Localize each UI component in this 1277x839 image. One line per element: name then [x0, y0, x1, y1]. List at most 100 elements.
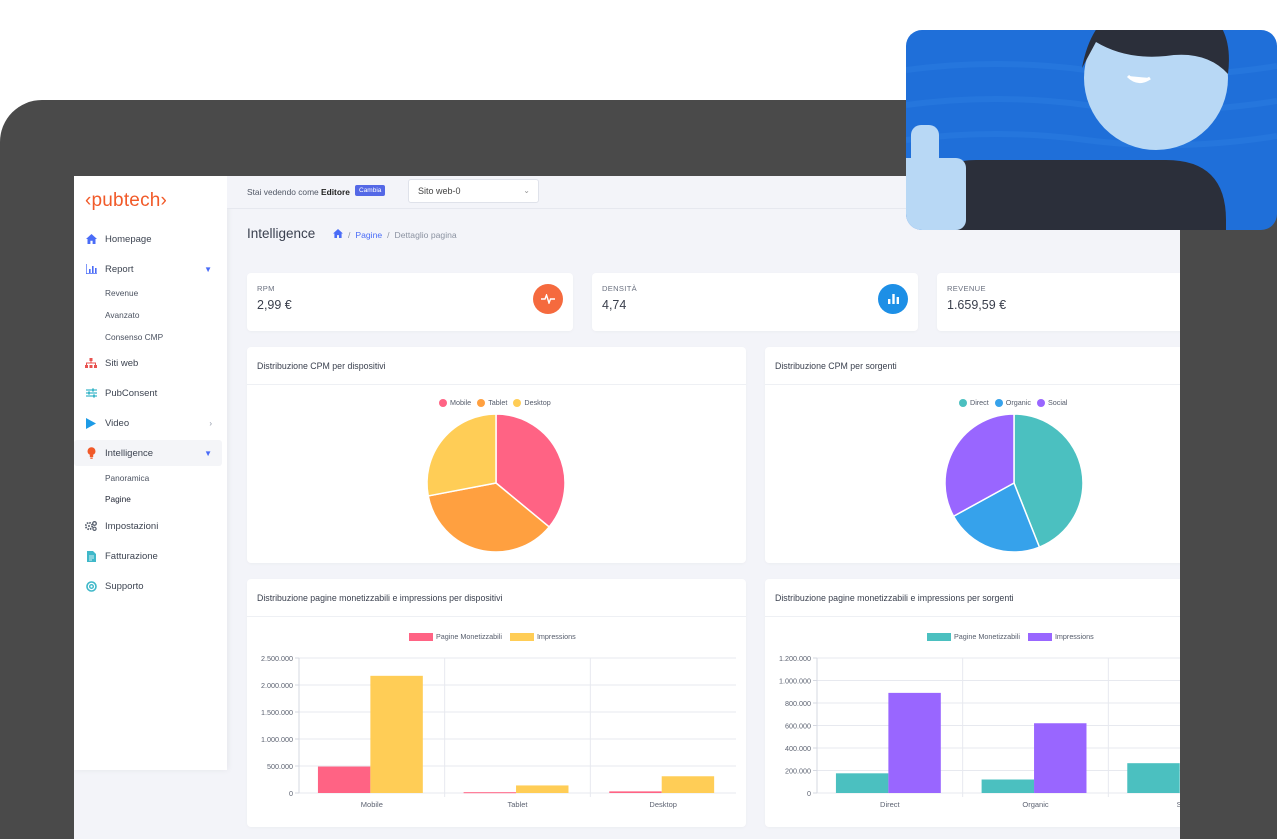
pubtech-logo[interactable]: ‹pubtech› [85, 190, 168, 211]
breadcrumb: / Pagine / Dettaglio pagina [333, 229, 457, 240]
pie-slice-direct [1013, 413, 1084, 549]
sidebar-item-homepage[interactable]: Homepage [74, 226, 222, 252]
home-icon[interactable] [333, 229, 343, 240]
pie-slice-desktop [426, 413, 497, 497]
card-divider [765, 384, 1180, 385]
breadcrumb-current: Dettaglio pagina [394, 229, 457, 240]
support-icon [84, 579, 98, 593]
viewing-as-text: Stai vedendo come Editore [247, 187, 350, 197]
bar-mobile-1 [370, 675, 423, 793]
y-tick-label: 1.200.000 [779, 654, 811, 663]
sidebar: ‹pubtech› Homepage Report ▼ Revenue Avan… [74, 176, 227, 770]
x-tick-label: Mobile [361, 800, 383, 809]
y-tick-label: 400.000 [785, 744, 811, 753]
chart-title: Distribuzione pagine monetizzabili e imp… [775, 593, 1014, 603]
legend-item[interactable]: Pagine Monetizzabili [409, 632, 502, 641]
stat-value: 4,74 [602, 298, 627, 312]
y-tick-label: 600.000 [785, 722, 811, 731]
x-tick-label: Organic [1022, 800, 1049, 809]
sidebar-subitem-revenue[interactable]: Revenue [105, 288, 139, 298]
legend-swatch [409, 632, 433, 641]
y-tick-label: 2.500.000 [261, 654, 293, 663]
legend-item[interactable]: Tablet [477, 398, 507, 407]
sidebar-item-pubconsent[interactable]: PubConsent [74, 380, 222, 406]
x-tick-label: Direct [880, 800, 901, 809]
lightbulb-icon [84, 446, 98, 460]
avatar-illustration [906, 30, 1277, 230]
bar-chart-sorgenti: 1.200.000 1.000.000 800.000 600.000 400.000 2… [779, 654, 1180, 809]
chevron-right-icon: › [209, 418, 212, 428]
bar-desktop-1 [661, 776, 715, 793]
sidebar-item-label: Report [105, 263, 134, 275]
sidebar-item-label: Homepage [105, 233, 152, 245]
pulse-icon [533, 284, 563, 314]
stat-label: DENSITÀ [602, 284, 638, 293]
pie-slice-social [944, 413, 1015, 518]
y-tick-label: 800.000 [785, 699, 811, 708]
bar-mobile-0 [317, 766, 371, 793]
change-role-button[interactable]: Cambia [355, 185, 386, 196]
home-icon [84, 232, 98, 246]
stat-value: 1.659,59 € [947, 298, 1007, 312]
chart-title: Distribuzione pagine monetizzabili e imp… [257, 593, 503, 603]
sidebar-item-fatturazione[interactable]: Fatturazione [74, 543, 222, 569]
sitemap-icon [84, 356, 98, 370]
legend-swatch [477, 398, 486, 407]
stat-label: RPM [257, 284, 275, 293]
sidebar-item-label: Video [105, 417, 130, 429]
legend-swatch [959, 398, 967, 407]
chevron-down-icon: ▼ [204, 264, 212, 274]
bar-desktop-0 [609, 791, 662, 793]
gears-icon [84, 519, 98, 533]
sidebar-subitem-consenso-cmp[interactable]: Consenso CMP [105, 332, 164, 342]
sidebar-item-impostazioni[interactable]: Impostazioni [74, 513, 222, 539]
chevron-down-icon: ⌄ [523, 186, 530, 195]
viewing-role: Editore [321, 187, 350, 197]
y-tick-label: 1.500.000 [261, 708, 293, 717]
sidebar-item-video[interactable]: Video › [74, 410, 222, 436]
app-window: ‹pubtech› Homepage Report ▼ Revenue Avan… [74, 176, 1180, 839]
legend-label: Impressions [1054, 632, 1094, 641]
bar-direct-0 [835, 773, 889, 793]
chart-legend: Pagine Monetizzabili Impressions [927, 632, 1094, 641]
stat-card-revenue: REVENUE 1.659,59 € [937, 273, 1180, 331]
page-title: Intelligence [247, 226, 316, 241]
legend-item[interactable]: Mobile [439, 398, 471, 407]
chart-card-pagine-sorgenti: Distribuzione pagine monetizzabili e imp… [765, 579, 1180, 827]
site-select[interactable]: Sito web-0 ⌄ [408, 179, 539, 203]
legend-item[interactable]: Direct [959, 398, 989, 407]
sidebar-item-label: Intelligence [105, 447, 154, 459]
invoice-icon [84, 549, 98, 563]
breadcrumb-pagine[interactable]: Pagine [355, 229, 383, 240]
sidebar-item-siti-web[interactable]: Siti web [74, 350, 222, 376]
chart-legend: Mobile Tablet Desktop [439, 398, 551, 407]
card-divider [247, 616, 746, 617]
legend-item[interactable]: Social [1036, 398, 1068, 407]
x-tick-label: Desktop [649, 800, 677, 809]
legend-item[interactable]: Impressions [509, 632, 576, 641]
legend-item[interactable]: Impressions [1027, 632, 1094, 641]
sidebar-item-supporto[interactable]: Supporto [74, 573, 222, 599]
sidebar-subitem-pagine[interactable]: Pagine [105, 494, 131, 504]
legend-label: Mobile [450, 398, 472, 407]
legend-item[interactable]: Organic [994, 398, 1031, 407]
legend-item[interactable]: Desktop [513, 398, 551, 407]
legend-swatch [509, 632, 534, 641]
x-tick-label: So [1177, 800, 1180, 809]
site-select-value: Sito web-0 [418, 186, 461, 196]
legend-swatch [1036, 398, 1045, 407]
sliders-icon [84, 386, 98, 400]
play-icon [84, 416, 98, 430]
legend-label: Social [1047, 398, 1068, 407]
legend-item[interactable]: Pagine Monetizzabili [927, 632, 1020, 641]
bar-so-0 [1127, 763, 1180, 793]
chart-card-cpm-sorgenti: Distribuzione CPM per sorgenti Direct Or… [765, 347, 1180, 563]
y-tick-label: 1.000.000 [779, 677, 811, 686]
sidebar-subitem-panoramica[interactable]: Panoramica [105, 473, 150, 483]
viewing-prefix: Stai vedendo come [247, 187, 322, 197]
sidebar-item-report[interactable]: Report ▼ [74, 256, 222, 282]
sidebar-item-label: Siti web [105, 357, 139, 369]
sidebar-item-intelligence[interactable]: Intelligence ▼ [74, 440, 222, 466]
stat-label: REVENUE [947, 284, 986, 293]
sidebar-subitem-avanzato[interactable]: Avanzato [105, 310, 140, 320]
